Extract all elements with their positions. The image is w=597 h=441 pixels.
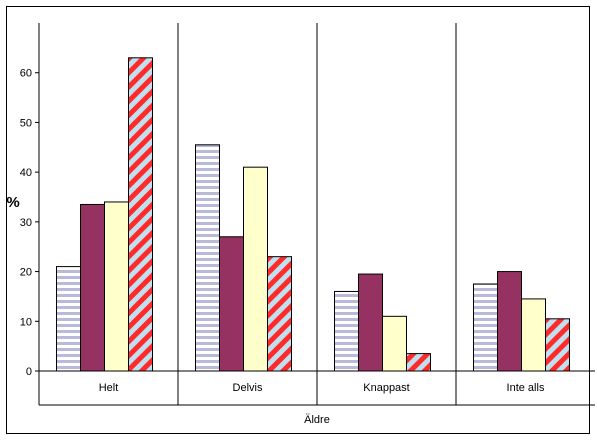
y-tick-label: 40: [20, 167, 32, 179]
category-label: Inte alls: [507, 382, 545, 394]
bar-helt-series-1: [56, 266, 81, 372]
bar-inte-alls-series-4: [545, 318, 570, 372]
bar-helt-series-2: [80, 203, 105, 372]
category-label: Helt: [99, 382, 119, 394]
bar-helt-series-3: [104, 201, 129, 372]
y-tick-label: 50: [20, 117, 32, 129]
y-tick-label: 10: [20, 316, 32, 328]
y-tick-label: 20: [20, 267, 32, 279]
bars: [56, 57, 570, 372]
bar-inte-alls-series-3: [521, 298, 546, 372]
labels: 0 10 20 30 40 50 60% Helt Delvis Knappast Inte all…: [6, 68, 545, 426]
bar-knappast-series-4: [406, 353, 431, 372]
bar-delvis-series-2: [219, 236, 244, 372]
bar-helt-series-4: [128, 57, 153, 372]
y-tick-label: 30: [20, 217, 32, 229]
category-label: Knappast: [363, 382, 409, 394]
bar-knappast-series-2: [358, 273, 383, 372]
bar-delvis-series-1: [195, 144, 220, 372]
bar-delvis-series-4: [267, 256, 292, 372]
bar-inte-alls-series-2: [497, 271, 522, 372]
x-axis-group-label: Äldre: [304, 414, 330, 426]
category-label: Delvis: [233, 382, 263, 394]
y-tick-label: 0: [26, 366, 32, 378]
bar-delvis-series-3: [243, 166, 268, 372]
y-tick-label: 60: [20, 68, 32, 80]
bar-inte-alls-series-1: [473, 283, 498, 372]
y-axis-label: %: [6, 194, 19, 211]
bar-knappast-series-3: [382, 315, 407, 372]
bar-knappast-series-1: [334, 290, 359, 372]
